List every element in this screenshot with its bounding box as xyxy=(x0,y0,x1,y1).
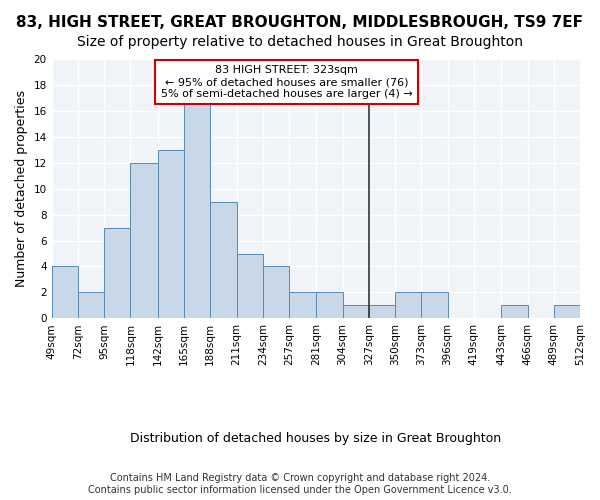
Text: Contains HM Land Registry data © Crown copyright and database right 2024.
Contai: Contains HM Land Registry data © Crown c… xyxy=(88,474,512,495)
Y-axis label: Number of detached properties: Number of detached properties xyxy=(15,90,28,287)
Text: Size of property relative to detached houses in Great Broughton: Size of property relative to detached ho… xyxy=(77,35,523,49)
Bar xyxy=(289,292,316,318)
Bar xyxy=(421,292,448,318)
Text: 83 HIGH STREET: 323sqm
← 95% of detached houses are smaller (76)
5% of semi-deta: 83 HIGH STREET: 323sqm ← 95% of detached… xyxy=(161,66,413,98)
Bar xyxy=(104,228,130,318)
Text: 83, HIGH STREET, GREAT BROUGHTON, MIDDLESBROUGH, TS9 7EF: 83, HIGH STREET, GREAT BROUGHTON, MIDDLE… xyxy=(17,15,583,30)
Bar xyxy=(501,306,527,318)
Bar xyxy=(158,150,184,318)
X-axis label: Distribution of detached houses by size in Great Broughton: Distribution of detached houses by size … xyxy=(130,432,502,445)
Bar xyxy=(263,266,289,318)
Bar xyxy=(554,306,580,318)
Bar xyxy=(210,202,236,318)
Bar xyxy=(316,292,343,318)
Bar xyxy=(369,306,395,318)
Bar xyxy=(343,306,369,318)
Bar xyxy=(184,98,210,318)
Bar xyxy=(395,292,421,318)
Bar xyxy=(236,254,263,318)
Bar xyxy=(130,162,158,318)
Bar xyxy=(52,266,78,318)
Bar xyxy=(78,292,104,318)
Bar xyxy=(580,306,600,318)
